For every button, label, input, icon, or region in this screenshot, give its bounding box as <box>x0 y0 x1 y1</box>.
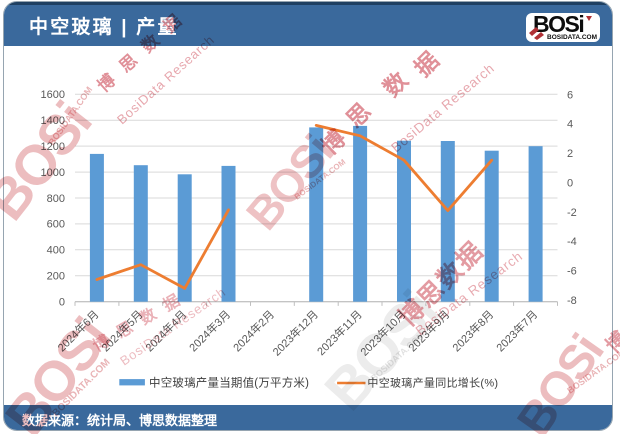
svg-text:据: 据 <box>409 47 444 82</box>
svg-text:1000: 1000 <box>41 167 65 179</box>
svg-text:1600: 1600 <box>41 89 65 101</box>
svg-text:2: 2 <box>567 148 573 160</box>
svg-text:2024年2月: 2024年2月 <box>230 307 277 354</box>
svg-text:-8: -8 <box>567 295 577 307</box>
svg-text:600: 600 <box>47 219 65 231</box>
svg-text:中空玻璃产量同比增长(%): 中空玻璃产量同比增长(%) <box>367 376 498 390</box>
svg-text:中空玻璃产量当期值(万平方米): 中空玻璃产量当期值(万平方米) <box>149 376 309 390</box>
svg-text:博思数据: 博思数据 <box>601 244 620 357</box>
svg-text:BOSi: BOSi <box>508 326 614 434</box>
svg-text:400: 400 <box>47 245 65 257</box>
svg-text:1200: 1200 <box>41 141 65 153</box>
svg-text:思: 思 <box>341 98 376 133</box>
svg-text:0: 0 <box>59 297 65 309</box>
svg-text:2023年12月: 2023年12月 <box>270 307 321 358</box>
svg-text:-2: -2 <box>567 207 577 219</box>
svg-text:BosiData Research: BosiData Research <box>114 32 217 127</box>
svg-text:2023年8月: 2023年8月 <box>449 307 496 354</box>
svg-text:博思数据: 博思数据 <box>93 2 194 96</box>
svg-text:2023年7月: 2023年7月 <box>493 307 540 354</box>
svg-text:800: 800 <box>47 193 65 205</box>
svg-text:0: 0 <box>567 178 573 190</box>
svg-text:数: 数 <box>378 66 413 101</box>
svg-text:4: 4 <box>567 119 573 131</box>
svg-text:-6: -6 <box>567 266 577 278</box>
svg-text:BOSi: BOSi <box>0 91 103 231</box>
svg-text:-4: -4 <box>567 236 577 248</box>
svg-text:200: 200 <box>47 271 65 283</box>
svg-text:1400: 1400 <box>41 115 65 127</box>
svg-text:6: 6 <box>567 89 573 101</box>
